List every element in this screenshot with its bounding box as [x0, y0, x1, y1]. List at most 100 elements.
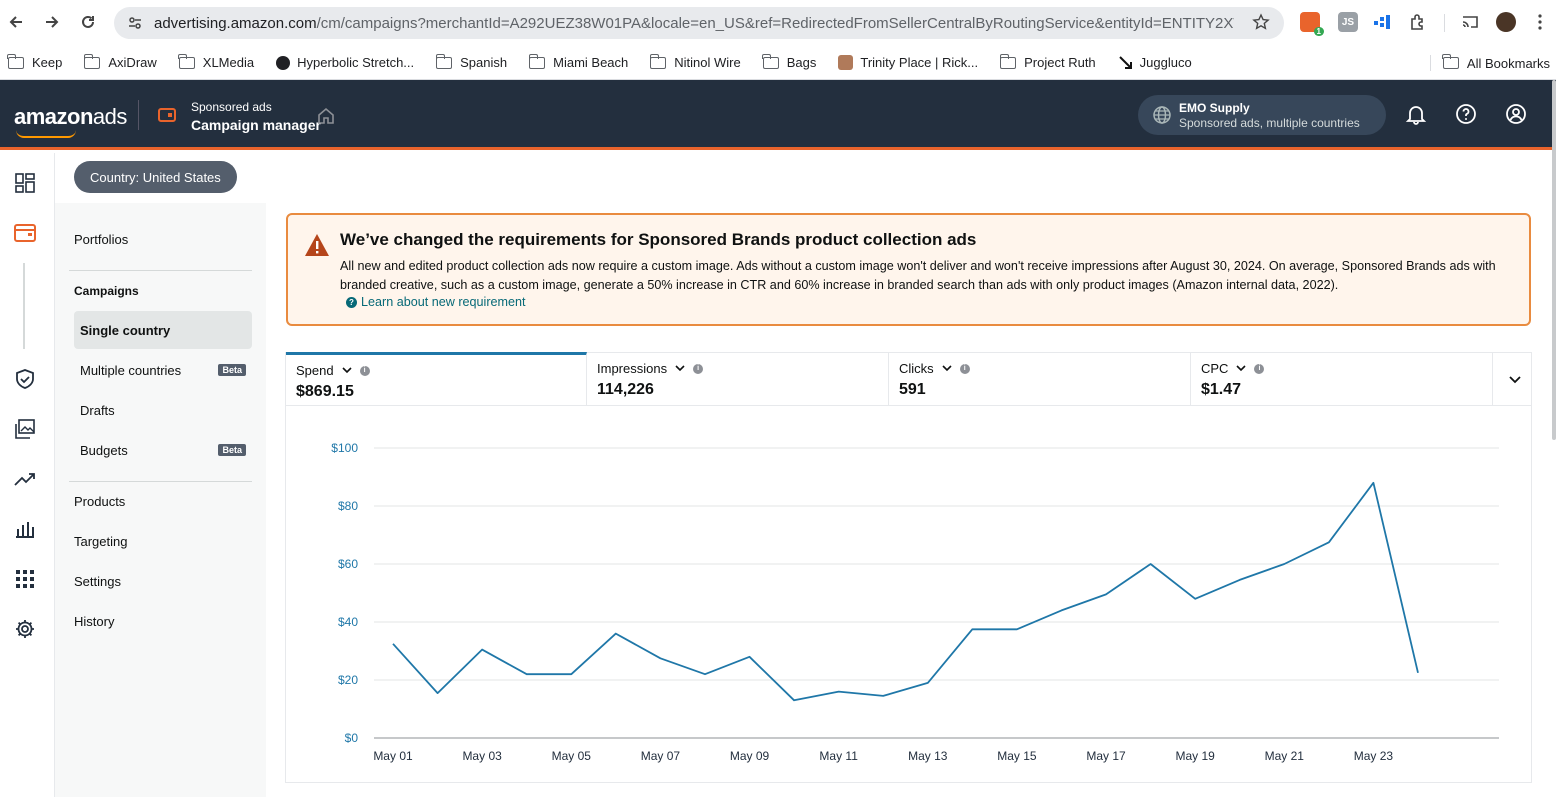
spend-series-line: [392, 481, 1419, 702]
metric-value: $1.47: [1201, 381, 1242, 398]
extension-js-icon[interactable]: JS: [1338, 12, 1358, 32]
account-name: EMO Supply: [1179, 101, 1250, 115]
all-bookmarks[interactable]: All Bookmarks: [1442, 46, 1550, 80]
address-bar[interactable]: advertising.amazon.com/cm/campaigns?merc…: [114, 7, 1284, 39]
reports-bar-chart-icon[interactable]: [13, 517, 37, 541]
info-icon: i: [959, 363, 970, 374]
folder-icon: [7, 53, 24, 69]
country-selector[interactable]: Country: United States: [74, 161, 237, 193]
metric-value: $869.15: [296, 383, 354, 400]
bookmark-axidraw[interactable]: AxiDraw: [83, 53, 157, 70]
learn-more-link[interactable]: ? Learn about new requirement: [346, 295, 526, 309]
bookmark-label: Project Ruth: [1024, 55, 1096, 70]
bookmark-keep[interactable]: Keep: [7, 53, 62, 70]
nav-group-campaigns: Campaigns: [74, 284, 139, 298]
bookmark-project-ruth[interactable]: Project Ruth: [999, 53, 1096, 70]
nav-settings[interactable]: Settings: [74, 573, 121, 589]
x-tick-label: May 17: [1086, 749, 1126, 763]
bookmark-star-icon[interactable]: [1252, 13, 1270, 36]
nav-budgets[interactable]: Budgets Beta: [74, 431, 252, 469]
left-rail: [0, 153, 55, 797]
reload-button[interactable]: [76, 10, 100, 34]
logo-smile: [16, 130, 76, 138]
metric-value: 114,226: [597, 381, 654, 398]
help-icon[interactable]: [1455, 103, 1477, 130]
metric-impressions[interactable]: Impressions i 114,226: [587, 353, 889, 406]
bookmark-nitinol[interactable]: Nitinol Wire: [649, 53, 741, 70]
browser-menu-icon[interactable]: [1530, 12, 1550, 32]
bookmark-label: XLMedia: [202, 55, 255, 70]
photo-favicon: [838, 55, 854, 70]
url-text: advertising.amazon.com/cm/campaigns?merc…: [154, 15, 1234, 32]
bookmark-xlmedia[interactable]: XLMedia: [178, 53, 255, 70]
nav-targeting[interactable]: Targeting: [74, 533, 128, 549]
metric-spend[interactable]: Spend i $869.15: [286, 352, 587, 406]
metric-clicks[interactable]: Clicks i 591: [889, 353, 1191, 406]
arrow-favicon: [1118, 55, 1132, 69]
shield-icon[interactable]: [13, 367, 37, 391]
nav-single-country[interactable]: Single country: [74, 311, 252, 349]
metric-cpc[interactable]: CPC i $1.47: [1191, 353, 1493, 406]
account-switcher[interactable]: EMO Supply Sponsored ads, multiple count…: [1138, 95, 1386, 135]
bookmark-trinity-place[interactable]: Trinity Place | Rick...: [838, 55, 978, 70]
browser-toolbar: advertising.amazon.com/cm/campaigns?merc…: [0, 0, 1556, 46]
x-tick-label: May 07: [641, 749, 681, 763]
extension-grid-icon[interactable]: [1372, 12, 1392, 32]
cast-icon[interactable]: [1460, 12, 1480, 32]
expand-metrics-button[interactable]: [1509, 371, 1521, 389]
bookmark-hyperbolic[interactable]: Hyperbolic Stretch...: [276, 55, 414, 70]
bookmark-label: Spanish: [460, 55, 508, 70]
campaign-manager-icon[interactable]: [13, 221, 37, 245]
extensions-puzzle-icon[interactable]: [1408, 12, 1428, 32]
x-tick-label: May 09: [730, 749, 770, 763]
page-scrollbar[interactable]: [1552, 80, 1556, 440]
y-tick-label: $0: [345, 731, 359, 745]
apps-grid-icon[interactable]: [13, 567, 37, 591]
nav-divider: [69, 270, 252, 271]
bookmark-bags[interactable]: Bags: [762, 53, 816, 70]
metric-label-row: CPC i: [1201, 361, 1265, 376]
site-settings-icon[interactable]: [124, 12, 146, 34]
product-switcher[interactable]: Sponsored ads Campaign manager: [191, 100, 321, 133]
nav-portfolios[interactable]: Portfolios: [74, 231, 129, 247]
home-icon[interactable]: [316, 106, 336, 131]
settings-gear-icon[interactable]: [13, 617, 37, 641]
nav-multiple-countries[interactable]: Multiple countries Beta: [74, 351, 252, 389]
trending-icon[interactable]: [13, 467, 37, 491]
bookmark-spanish[interactable]: Spanish: [435, 53, 508, 70]
account-subtitle: Sponsored ads, multiple countries: [1179, 116, 1360, 130]
extension-orange-icon[interactable]: 1: [1300, 12, 1324, 36]
logo-ads: ads: [92, 104, 127, 129]
chevron-down-icon: [942, 365, 952, 372]
metric-name: Spend: [296, 363, 334, 378]
user-profile-icon[interactable]: [1505, 103, 1527, 130]
bookmark-juggluco[interactable]: Juggluco: [1118, 55, 1192, 71]
bookmark-label: AxiDraw: [108, 55, 157, 70]
x-tick-label: May 15: [997, 749, 1037, 763]
folder-icon: [762, 53, 779, 69]
nav-budgets-label: Budgets: [80, 442, 128, 458]
folder-icon: [999, 53, 1017, 69]
globe-icon: [276, 55, 291, 70]
creative-gallery-icon[interactable]: [13, 417, 37, 441]
nav-products[interactable]: Products: [74, 493, 126, 509]
notifications-bell-icon[interactable]: [1405, 103, 1427, 130]
metric-name: Clicks: [899, 361, 934, 376]
metric-name: CPC: [1201, 361, 1229, 376]
nav-drafts[interactable]: Drafts: [80, 402, 115, 418]
y-tick-label: $20: [338, 673, 358, 687]
profile-avatar[interactable]: [1496, 12, 1516, 32]
metric-label-row: Impressions i: [597, 361, 704, 376]
beta-badge: Beta: [218, 364, 246, 376]
spend-chart: $0 $20 $40 $60 $80 $100 May 01 May 03 May 05 May …: [285, 406, 1532, 783]
bookmark-miami-beach[interactable]: Miami Beach: [528, 53, 628, 70]
nav-history[interactable]: History: [74, 613, 115, 629]
back-button[interactable]: [4, 10, 28, 34]
bookmarks-bar: Keep AxiDraw XLMedia Hyperbolic Stretch.…: [0, 46, 1556, 80]
amazon-ads-logo[interactable]: amazonads: [14, 104, 127, 138]
bookmark-label: Nitinol Wire: [674, 55, 741, 70]
dashboard-icon[interactable]: [13, 171, 37, 195]
folder-icon: [1442, 54, 1459, 69]
forward-button[interactable]: [40, 10, 64, 34]
reload-icon: [82, 15, 94, 28]
